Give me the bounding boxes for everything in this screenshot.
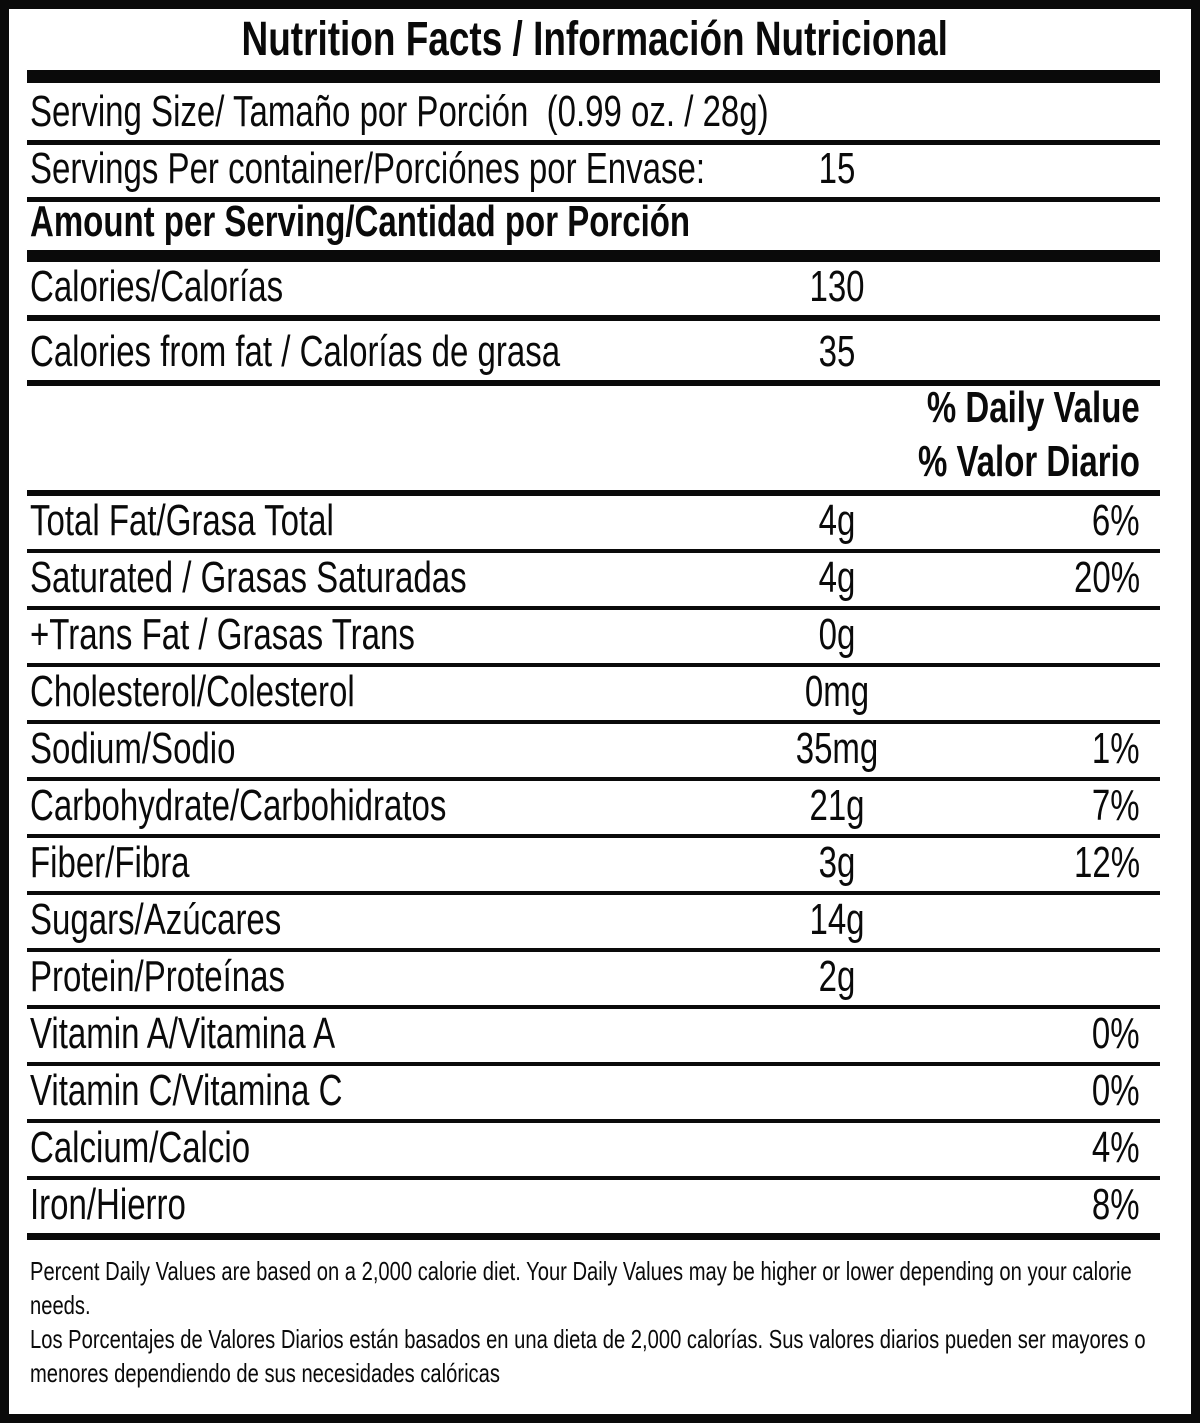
nutrient-amount: 35mg	[795, 724, 879, 773]
nutrient-row-vitamin-a: Vitamin A/Vitamina A 0%	[27, 1009, 1160, 1066]
nutrient-row-carbohydrate: Carbohydrate/Carbohidratos 21g 7%	[27, 781, 1160, 838]
nutrient-row-sodium: Sodium/Sodio 35mg 1%	[27, 724, 1160, 781]
servings-per-container-row: Servings Per container/Porciónes por Env…	[27, 145, 1160, 202]
nutrient-amount: 4g	[818, 496, 856, 545]
nutrient-dv: 0%	[1092, 1066, 1140, 1115]
nutrient-dv: 12%	[1073, 838, 1140, 887]
nutrient-row-total-fat: Total Fat/Grasa Total 4g 6%	[27, 496, 1160, 553]
nutrient-dv: 7%	[1092, 781, 1140, 830]
nutrient-amount: 4g	[818, 553, 856, 602]
nutrient-amount: 0g	[818, 610, 856, 659]
calories-value: 130	[809, 262, 865, 311]
nutrient-label: Protein/Proteínas	[30, 952, 285, 1001]
nutrient-dv: 4%	[1092, 1123, 1140, 1172]
amount-per-serving-heading: Amount per Serving/Cantidad por Porción	[30, 197, 691, 246]
calories-from-fat-value: 35	[818, 327, 856, 376]
nutrient-dv: 1%	[1092, 724, 1140, 773]
nutrient-label: Fiber/Fibra	[30, 838, 190, 887]
nutrient-amount: 2g	[818, 952, 856, 1001]
nutrient-amount: 0mg	[804, 667, 870, 716]
nutrient-row-saturated-fat: Saturated / Grasas Saturadas 4g 20%	[27, 553, 1160, 610]
serving-size-text: Serving Size/ Tamaño por Porción (0.99 o…	[30, 87, 769, 136]
nutrient-label: Cholesterol/Colesterol	[30, 667, 355, 716]
nutrient-row-fiber: Fiber/Fibra 3g 12%	[27, 838, 1160, 895]
nutrient-label: Vitamin A/Vitamina A	[30, 1009, 336, 1058]
daily-value-header-es: % Valor Diario	[918, 437, 1140, 486]
calories-label: Calories/Calorías	[30, 262, 284, 311]
nutrient-label: Iron/Hierro	[30, 1180, 186, 1229]
nutrient-row-calcium: Calcium/Calcio 4%	[27, 1123, 1160, 1180]
calories-from-fat-label: Calories from fat / Calorías de grasa	[30, 327, 561, 376]
nutrient-label: Calcium/Calcio	[30, 1123, 251, 1172]
nutrient-row-protein: Protein/Proteínas 2g	[27, 952, 1160, 1009]
nutrient-row-sugars: Sugars/Azúcares 14g	[27, 895, 1160, 952]
nutrient-label: Carbohydrate/Carbohidratos	[30, 781, 447, 830]
calories-from-fat-row: Calories from fat / Calorías de grasa 35	[27, 321, 1160, 386]
nutrient-amount: 21g	[809, 781, 865, 830]
footnotes: Percent Daily Values are based on a 2,00…	[27, 1240, 1160, 1390]
calories-row: Calories/Calorías 130	[27, 262, 1160, 321]
nutrient-dv: 20%	[1073, 553, 1140, 602]
nutrient-label: Saturated / Grasas Saturadas	[30, 553, 467, 602]
servings-per-container-value: 15	[818, 144, 856, 193]
label-title: Nutrition Facts / Información Nutriciona…	[241, 13, 949, 66]
daily-value-header: % Daily Value % Valor Diario	[27, 386, 1160, 496]
servings-per-container-label: Servings Per container/Porciónes por Env…	[30, 144, 706, 193]
title-row: Nutrition Facts / Información Nutriciona…	[27, 9, 1160, 83]
footnote-es: Los Porcentajes de Valores Diarios están…	[30, 1324, 1146, 1388]
nutrient-row-iron: Iron/Hierro 8%	[27, 1180, 1160, 1240]
amount-per-serving-row: Amount per Serving/Cantidad por Porción	[27, 197, 1160, 262]
nutrient-row-trans-fat: +Trans Fat / Grasas Trans 0g	[27, 610, 1160, 667]
nutrient-dv: 8%	[1092, 1180, 1140, 1229]
nutrient-row-cholesterol: Cholesterol/Colesterol 0mg	[27, 667, 1160, 724]
nutrient-label: Vitamin C/Vitamina C	[30, 1066, 343, 1115]
nutrient-dv: 6%	[1092, 496, 1140, 545]
nutrient-dv: 0%	[1092, 1009, 1140, 1058]
nutrient-label: Sugars/Azúcares	[30, 895, 282, 944]
nutrient-label: Sodium/Sodio	[30, 724, 236, 773]
nutrient-row-vitamin-c: Vitamin C/Vitamina C 0%	[27, 1066, 1160, 1123]
nutrient-label: Total Fat/Grasa Total	[30, 496, 334, 545]
serving-size-row: Serving Size/ Tamaño por Porción (0.99 o…	[27, 83, 1160, 145]
nutrient-amount: 3g	[818, 838, 856, 887]
nutrient-amount: 14g	[809, 895, 865, 944]
nutrient-label: +Trans Fat / Grasas Trans	[30, 610, 415, 659]
footnote-en: Percent Daily Values are based on a 2,00…	[30, 1256, 1132, 1320]
daily-value-header-en: % Daily Value	[927, 383, 1140, 432]
